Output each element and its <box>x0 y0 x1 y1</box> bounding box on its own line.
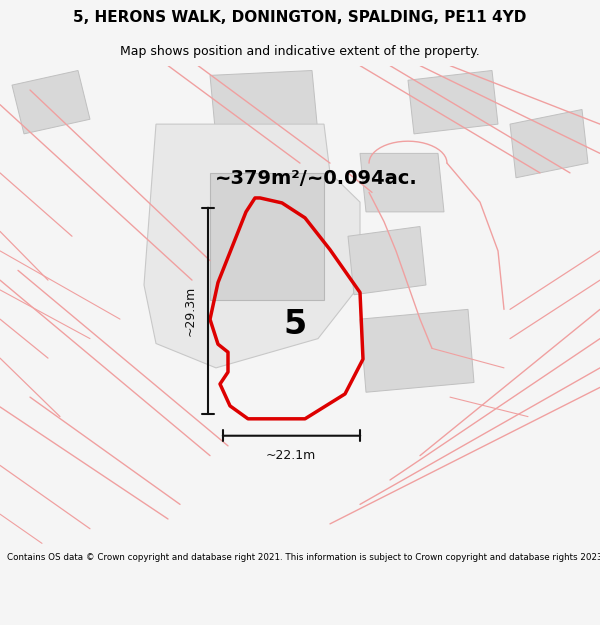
Text: Map shows position and indicative extent of the property.: Map shows position and indicative extent… <box>120 45 480 58</box>
Text: ~22.1m: ~22.1m <box>266 449 316 462</box>
Polygon shape <box>348 226 426 295</box>
Text: ~379m²/~0.094ac.: ~379m²/~0.094ac. <box>215 169 418 187</box>
Polygon shape <box>360 153 444 212</box>
Text: ~29.3m: ~29.3m <box>184 286 197 336</box>
Text: 5: 5 <box>283 308 307 341</box>
Text: Contains OS data © Crown copyright and database right 2021. This information is : Contains OS data © Crown copyright and d… <box>7 553 600 562</box>
Polygon shape <box>144 124 360 368</box>
Polygon shape <box>210 173 324 299</box>
Polygon shape <box>510 109 588 178</box>
Polygon shape <box>12 71 90 134</box>
Polygon shape <box>360 309 474 392</box>
Text: 5, HERONS WALK, DONINGTON, SPALDING, PE11 4YD: 5, HERONS WALK, DONINGTON, SPALDING, PE1… <box>73 10 527 25</box>
Polygon shape <box>408 71 498 134</box>
Polygon shape <box>210 71 318 139</box>
